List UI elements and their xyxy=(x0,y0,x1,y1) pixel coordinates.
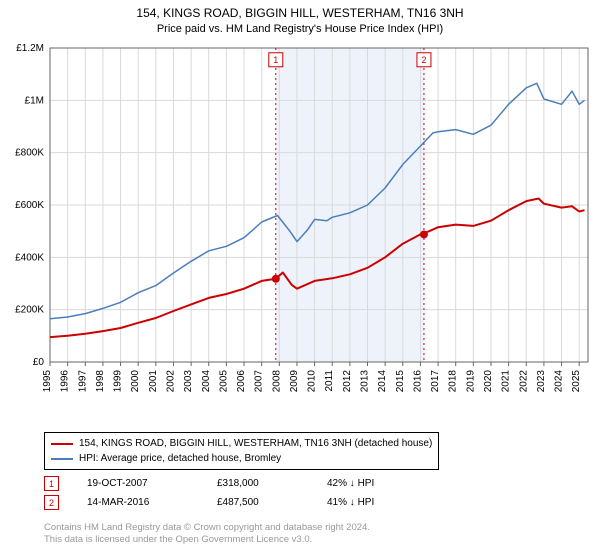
svg-text:1996: 1996 xyxy=(60,370,71,393)
svg-text:2: 2 xyxy=(421,55,426,65)
svg-text:2005: 2005 xyxy=(218,370,229,393)
transaction-date: 14-MAR-2016 xyxy=(87,497,217,508)
svg-text:1999: 1999 xyxy=(113,370,124,393)
chart-area: 1995 1996 1997 1998 1999 2000 2001 2002 2003 2004… xyxy=(6,44,594,424)
svg-text:2017: 2017 xyxy=(430,370,441,393)
svg-text:1995: 1995 xyxy=(42,370,53,393)
svg-text:2003: 2003 xyxy=(183,370,194,393)
svg-text:£1.2M: £1.2M xyxy=(16,44,44,54)
svg-text:1998: 1998 xyxy=(95,370,106,393)
chart-subtitle: Price paid vs. HM Land Registry's House … xyxy=(0,22,600,35)
svg-text:1997: 1997 xyxy=(77,370,88,393)
svg-text:2014: 2014 xyxy=(377,370,388,393)
transaction-row: 1 19-OCT-2007£318,00042% ↓ HPI xyxy=(44,476,437,491)
svg-text:2015: 2015 xyxy=(395,370,406,393)
svg-text:1: 1 xyxy=(273,55,278,65)
svg-text:2006: 2006 xyxy=(236,370,247,393)
svg-text:2000: 2000 xyxy=(130,370,141,393)
svg-text:2010: 2010 xyxy=(307,370,318,393)
svg-text:2012: 2012 xyxy=(342,370,353,393)
legend: 154, KINGS ROAD, BIGGIN HILL, WESTERHAM,… xyxy=(44,432,439,470)
line-chart: 1995 1996 1997 1998 1999 2000 2001 2002 2003 2004… xyxy=(6,44,594,424)
svg-text:2024: 2024 xyxy=(554,370,565,393)
transaction-marker-icon: 2 xyxy=(44,495,59,510)
license-line-2: This data is licensed under the Open Gov… xyxy=(44,534,370,546)
legend-item: HPI: Average price, detached house, Brom… xyxy=(51,451,432,466)
legend-label: 154, KINGS ROAD, BIGGIN HILL, WESTERHAM,… xyxy=(79,436,432,451)
transaction-pct: 41% ↓ HPI xyxy=(327,497,437,508)
chart-title: 154, KINGS ROAD, BIGGIN HILL, WESTERHAM,… xyxy=(0,0,600,22)
svg-text:2021: 2021 xyxy=(501,370,512,393)
svg-text:2007: 2007 xyxy=(254,370,265,393)
svg-text:2018: 2018 xyxy=(448,370,459,393)
legend-label: HPI: Average price, detached house, Brom… xyxy=(79,451,281,466)
license-text: Contains HM Land Registry data © Crown c… xyxy=(44,522,370,547)
svg-text:2002: 2002 xyxy=(165,370,176,393)
svg-text:2016: 2016 xyxy=(412,370,423,393)
svg-text:£0: £0 xyxy=(33,357,45,368)
svg-text:2004: 2004 xyxy=(201,370,212,393)
svg-text:£1M: £1M xyxy=(25,95,44,106)
svg-text:2019: 2019 xyxy=(465,370,476,393)
svg-text:2008: 2008 xyxy=(271,370,282,393)
svg-text:£200K: £200K xyxy=(15,305,44,316)
transaction-price: £487,500 xyxy=(217,497,327,508)
svg-text:£400K: £400K xyxy=(15,252,44,263)
svg-text:2022: 2022 xyxy=(518,370,529,393)
legend-swatch xyxy=(51,458,73,460)
legend-swatch xyxy=(51,443,73,445)
svg-text:2013: 2013 xyxy=(360,370,371,393)
svg-text:2001: 2001 xyxy=(148,370,159,393)
legend-item: 154, KINGS ROAD, BIGGIN HILL, WESTERHAM,… xyxy=(51,436,432,451)
transaction-price: £318,000 xyxy=(217,478,327,489)
svg-text:£600K: £600K xyxy=(15,200,44,211)
transaction-pct: 42% ↓ HPI xyxy=(327,478,437,489)
svg-text:2020: 2020 xyxy=(483,370,494,393)
license-line-1: Contains HM Land Registry data © Crown c… xyxy=(44,522,370,534)
transaction-row: 2 14-MAR-2016£487,50041% ↓ HPI xyxy=(44,495,437,510)
svg-text:£800K: £800K xyxy=(15,148,44,159)
transaction-marker-icon: 1 xyxy=(44,476,59,491)
svg-text:2009: 2009 xyxy=(289,370,300,393)
svg-text:2023: 2023 xyxy=(536,370,547,393)
svg-text:2011: 2011 xyxy=(324,370,335,392)
svg-text:2025: 2025 xyxy=(571,370,582,393)
transaction-list: 1 19-OCT-2007£318,00042% ↓ HPI 2 14-MAR-201… xyxy=(44,476,437,514)
transaction-date: 19-OCT-2007 xyxy=(87,478,217,489)
